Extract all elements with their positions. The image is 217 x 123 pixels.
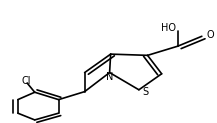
Text: Cl: Cl: [21, 76, 31, 86]
Text: HO: HO: [161, 23, 176, 33]
Text: S: S: [142, 87, 148, 97]
Text: N: N: [106, 72, 113, 83]
Text: O: O: [206, 30, 214, 40]
